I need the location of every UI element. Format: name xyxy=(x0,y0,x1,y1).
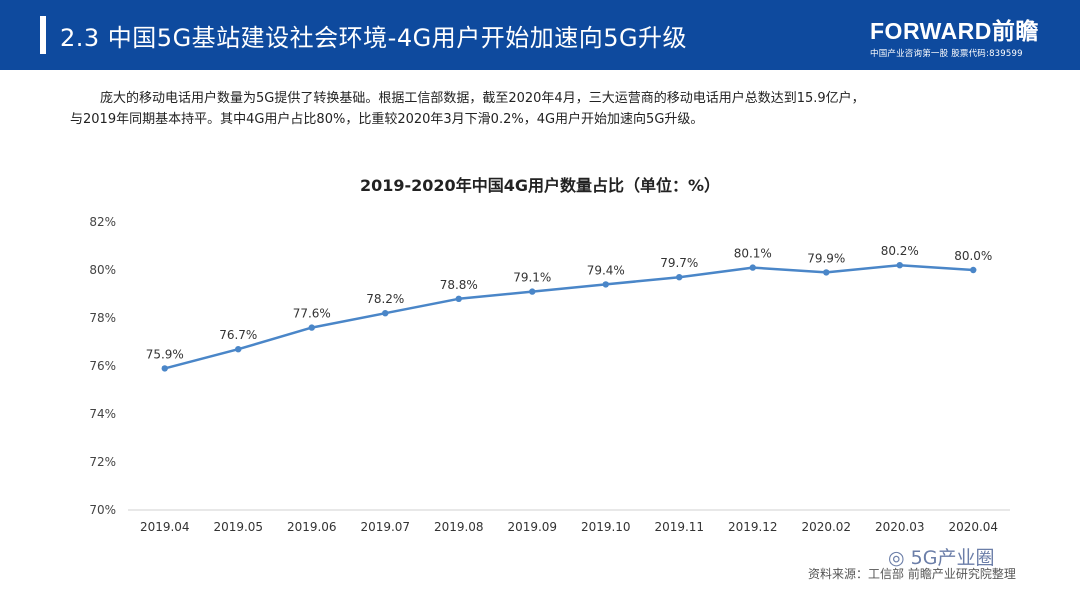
x-tick-label: 2019.05 xyxy=(213,520,263,534)
brand-name: FORWARD前瞻 xyxy=(870,18,1039,44)
data-label: 78.2% xyxy=(366,292,404,306)
data-point xyxy=(602,281,609,288)
data-label: 80.2% xyxy=(881,244,919,258)
data-label: 79.4% xyxy=(587,263,625,277)
description-line-1: 庞大的移动电话用户数量为5G提供了转换基础。根据工信部数据，截至2020年4月，… xyxy=(100,91,865,106)
x-tick-label: 2019.07 xyxy=(360,520,410,534)
data-label: 79.1% xyxy=(513,271,551,285)
x-tick-label: 2019.08 xyxy=(434,520,484,534)
x-tick-label: 2020.02 xyxy=(801,520,851,534)
y-tick-label: 82% xyxy=(89,215,116,229)
wechat-account-name: 5G产业圈 xyxy=(910,547,995,569)
data-point xyxy=(235,346,242,353)
y-tick-label: 78% xyxy=(89,311,116,325)
brand-logo: FORWARD前瞻 中国产业咨询第一股 股票代码:839599 xyxy=(870,12,1070,59)
data-point xyxy=(823,269,830,276)
data-label: 78.8% xyxy=(440,278,478,292)
description-text: 庞大的移动电话用户数量为5G提供了转换基础。根据工信部数据，截至2020年4月，… xyxy=(70,88,1035,130)
x-tick-label: 2019.12 xyxy=(728,520,778,534)
y-tick-label: 76% xyxy=(89,359,116,373)
x-tick-label: 2020.04 xyxy=(948,520,998,534)
x-tick-label: 2019.10 xyxy=(581,520,631,534)
y-tick-label: 72% xyxy=(89,455,116,469)
data-point xyxy=(749,264,756,271)
data-label: 80.0% xyxy=(954,249,992,263)
y-tick-label: 74% xyxy=(89,407,116,421)
description-line-2: 与2019年同期基本持平。其中4G用户占比80%，比重较2020年3月下滑0.2… xyxy=(70,112,704,127)
data-point xyxy=(896,262,903,269)
x-tick-label: 2019.09 xyxy=(507,520,557,534)
data-label: 77.6% xyxy=(293,307,331,321)
y-tick-label: 70% xyxy=(89,503,116,517)
source-note: 资料来源：工信部 前瞻产业研究院整理 xyxy=(808,567,1016,581)
header-banner: 2.3 中国5G基站建设社会环境-4G用户开始加速向5G升级 FORWARD前瞻… xyxy=(0,0,1080,70)
y-tick-label: 80% xyxy=(89,263,116,277)
x-tick-label: 2020.03 xyxy=(875,520,925,534)
x-tick-label: 2019.11 xyxy=(654,520,704,534)
header-accent-bar xyxy=(40,16,46,54)
x-tick-label: 2019.06 xyxy=(287,520,337,534)
brand-subtitle: 中国产业咨询第一股 股票代码:839599 xyxy=(870,49,1023,59)
data-label: 80.1% xyxy=(734,247,772,261)
data-point xyxy=(529,288,536,295)
data-point xyxy=(455,295,462,302)
page-title: 2.3 中国5G基站建设社会环境-4G用户开始加速向5G升级 xyxy=(60,24,688,52)
data-label: 76.7% xyxy=(219,328,257,342)
data-point xyxy=(308,324,315,331)
data-label: 79.7% xyxy=(660,256,698,270)
chart-title: 2019-2020年中国4G用户数量占比（单位：%） xyxy=(359,176,720,195)
data-label: 75.9% xyxy=(146,347,184,361)
data-point xyxy=(161,365,168,372)
data-point xyxy=(676,274,683,281)
data-point xyxy=(970,266,977,274)
series-line xyxy=(164,263,974,370)
data-point xyxy=(382,310,389,317)
wechat-icon: ◎ xyxy=(888,547,905,569)
wechat-account-label: ◎ 5G产业圈 xyxy=(888,543,994,570)
data-label: 79.9% xyxy=(807,251,845,265)
x-tick-label: 2019.04 xyxy=(140,520,190,534)
